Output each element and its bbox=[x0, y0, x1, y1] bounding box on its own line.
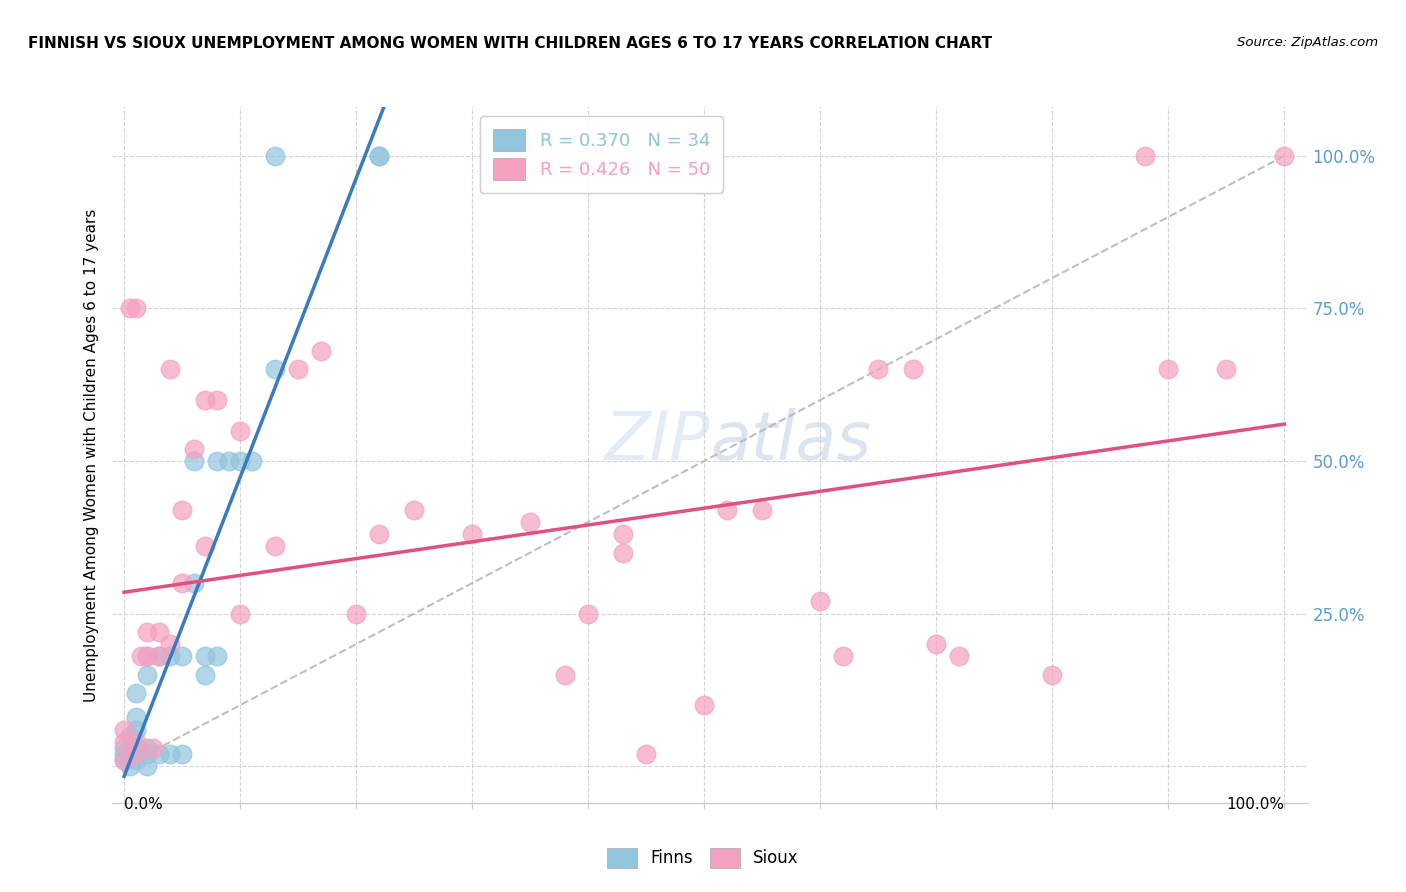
Point bbox=[1157, 362, 1180, 376]
Point bbox=[131, 649, 153, 664]
Point bbox=[136, 740, 159, 755]
Point bbox=[205, 392, 228, 407]
Point bbox=[112, 735, 135, 749]
Point bbox=[519, 515, 541, 529]
Point bbox=[868, 362, 890, 376]
Point bbox=[159, 637, 181, 651]
Point bbox=[112, 753, 135, 767]
Point bbox=[368, 527, 391, 541]
Point bbox=[925, 637, 948, 651]
Point bbox=[368, 149, 391, 163]
Point bbox=[218, 454, 240, 468]
Point bbox=[693, 698, 716, 713]
Point bbox=[148, 649, 170, 664]
Point bbox=[172, 503, 194, 517]
Point bbox=[136, 649, 159, 664]
Point bbox=[183, 442, 205, 456]
Point bbox=[461, 527, 484, 541]
Point bbox=[148, 624, 170, 639]
Text: 0.0%: 0.0% bbox=[124, 797, 163, 812]
Point bbox=[136, 649, 159, 664]
Point bbox=[159, 747, 181, 761]
Point bbox=[194, 392, 217, 407]
Point bbox=[125, 735, 148, 749]
Point bbox=[159, 362, 181, 376]
Text: 100.0%: 100.0% bbox=[1226, 797, 1284, 812]
Point bbox=[125, 710, 148, 724]
Point bbox=[229, 424, 252, 438]
Y-axis label: Unemployment Among Women with Children Ages 6 to 17 years: Unemployment Among Women with Children A… bbox=[83, 208, 98, 702]
Point bbox=[832, 649, 855, 664]
Point bbox=[136, 747, 159, 761]
Point bbox=[148, 649, 170, 664]
Point bbox=[1215, 362, 1237, 376]
Point bbox=[264, 540, 287, 554]
Text: ZIP: ZIP bbox=[605, 408, 710, 474]
Point bbox=[194, 540, 217, 554]
Point bbox=[404, 503, 426, 517]
Point bbox=[112, 747, 135, 761]
Point bbox=[901, 362, 924, 376]
Text: atlas: atlas bbox=[710, 408, 872, 474]
Point bbox=[118, 729, 141, 743]
Point bbox=[183, 454, 205, 468]
Point bbox=[148, 747, 170, 761]
Point bbox=[751, 503, 773, 517]
Point bbox=[183, 576, 205, 591]
Point bbox=[368, 149, 391, 163]
Point bbox=[229, 607, 252, 621]
Point bbox=[1272, 149, 1295, 163]
Point bbox=[205, 649, 228, 664]
Point bbox=[612, 545, 634, 559]
Legend: R = 0.370   N = 34, R = 0.426   N = 50: R = 0.370 N = 34, R = 0.426 N = 50 bbox=[479, 116, 723, 193]
Point bbox=[125, 747, 148, 761]
Point bbox=[112, 723, 135, 737]
Point bbox=[636, 747, 658, 761]
Point bbox=[112, 753, 135, 767]
Point bbox=[142, 740, 165, 755]
Point bbox=[118, 759, 141, 773]
Point bbox=[264, 362, 287, 376]
Point bbox=[240, 454, 263, 468]
Text: Source: ZipAtlas.com: Source: ZipAtlas.com bbox=[1237, 36, 1378, 49]
Point bbox=[311, 344, 333, 359]
Point bbox=[194, 667, 217, 681]
Text: FINNISH VS SIOUX UNEMPLOYMENT AMONG WOMEN WITH CHILDREN AGES 6 TO 17 YEARS CORRE: FINNISH VS SIOUX UNEMPLOYMENT AMONG WOME… bbox=[28, 36, 993, 51]
Point bbox=[159, 649, 181, 664]
Point bbox=[136, 624, 159, 639]
Point bbox=[125, 723, 148, 737]
Point bbox=[612, 527, 634, 541]
Point bbox=[118, 301, 141, 316]
Point bbox=[229, 454, 252, 468]
Point bbox=[172, 649, 194, 664]
Point bbox=[576, 607, 599, 621]
Point bbox=[136, 667, 159, 681]
Point bbox=[264, 149, 287, 163]
Point bbox=[125, 686, 148, 700]
Point bbox=[125, 301, 148, 316]
Point bbox=[112, 740, 135, 755]
Point bbox=[136, 759, 159, 773]
Point bbox=[205, 454, 228, 468]
Point bbox=[172, 747, 194, 761]
Point bbox=[172, 576, 194, 591]
Point bbox=[554, 667, 576, 681]
Point bbox=[808, 594, 831, 608]
Point bbox=[125, 753, 148, 767]
Point bbox=[948, 649, 970, 664]
Point bbox=[1133, 149, 1156, 163]
Point bbox=[194, 649, 217, 664]
Point bbox=[344, 607, 367, 621]
Point bbox=[716, 503, 738, 517]
Point bbox=[125, 740, 148, 755]
Point bbox=[287, 362, 309, 376]
Legend: Finns, Sioux: Finns, Sioux bbox=[600, 841, 806, 875]
Point bbox=[1040, 667, 1063, 681]
